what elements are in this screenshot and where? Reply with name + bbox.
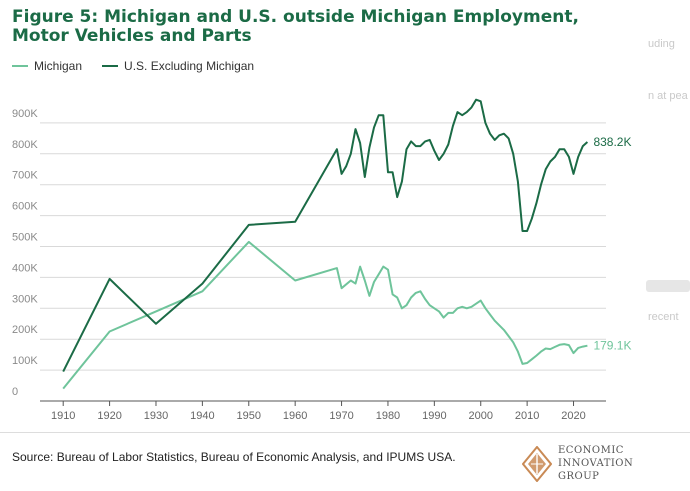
legend-swatch-us-excluding-michigan [102, 65, 119, 67]
series-line-us-excluding-michigan [62, 98, 589, 373]
logo-line-3: GROUP [558, 471, 600, 482]
y-tick-label: 600K [12, 201, 38, 213]
y-tick-label: 200K [12, 324, 38, 336]
x-tick-label: 1950 [237, 410, 261, 422]
eig-logo: ECONOMIC INNOVATION GROUP [522, 444, 633, 483]
x-tick-label: 1980 [376, 410, 400, 422]
gridlines [40, 122, 606, 402]
legend-label-us-excluding-michigan: U.S. Excluding Michigan [124, 59, 255, 73]
x-tick-label: 2010 [515, 410, 539, 422]
x-tick-label: 1940 [190, 410, 214, 422]
background-badge [646, 280, 690, 292]
footer-divider [0, 432, 690, 433]
y-tick-label: 800K [12, 139, 38, 151]
legend-item-us-excluding-michigan[interactable]: U.S. Excluding Michigan [102, 59, 254, 73]
y-tick-label: 700K [12, 170, 38, 182]
end-labels: 179.1K 838.2K [593, 135, 631, 353]
x-tick-label: 1990 [422, 410, 446, 422]
background-text-1: uding [648, 38, 675, 50]
x-tick-label: 1960 [283, 410, 307, 422]
x-tick-label: 1920 [97, 410, 121, 422]
y-axis-tick-labels: 0 100K 200K 300K 400K 500K 600K 700K 800K 900K [12, 108, 38, 398]
legend-item-michigan[interactable]: Michigan [12, 59, 82, 73]
y-tick-label: 900K [12, 108, 38, 120]
end-label-us-excluding-michigan: 838.2K [593, 135, 631, 149]
y-tick-label: 100K [12, 355, 38, 367]
y-tick-label: 500K [12, 232, 38, 244]
legend-label-michigan: Michigan [34, 59, 83, 73]
x-tick-label: 2000 [468, 410, 492, 422]
x-tick-label: 2020 [561, 410, 585, 422]
background-text-3: recent [648, 311, 679, 323]
y-tick-label: 400K [12, 262, 38, 274]
x-tick-label: 1970 [329, 410, 353, 422]
series-line-michigan [62, 240, 588, 390]
series-lines [62, 98, 589, 390]
logo-line-1: ECONOMIC [558, 445, 624, 456]
source-note: Source: Bureau of Labor Statistics, Bure… [12, 450, 456, 464]
x-tick-label: 1910 [51, 410, 75, 422]
x-axis-tick-labels: 1910 1920 1930 1940 1950 1960 1970 1980 1990 2000… [51, 401, 586, 422]
eig-wordmark: ECONOMIC INNOVATION GROUP [558, 444, 633, 483]
x-tick-label: 1930 [144, 410, 168, 422]
y-tick-label: 300K [12, 293, 38, 305]
legend-swatch-michigan [12, 65, 28, 67]
chart-title: Figure 5: Michigan and U.S. outside Mich… [12, 7, 579, 46]
end-label-michigan: 179.1K [593, 339, 631, 353]
line-chart: 0 100K 200K 300K 400K 500K 600K 700K 800K 900K 19… [12, 98, 631, 422]
y-tick-label: 0 [12, 386, 18, 398]
logo-line-2: INNOVATION [558, 458, 634, 469]
chart-legend: Michigan U.S. Excluding Michigan [12, 59, 274, 73]
background-text-2: n at pea [648, 90, 688, 102]
eig-diamond-icon [522, 445, 552, 482]
